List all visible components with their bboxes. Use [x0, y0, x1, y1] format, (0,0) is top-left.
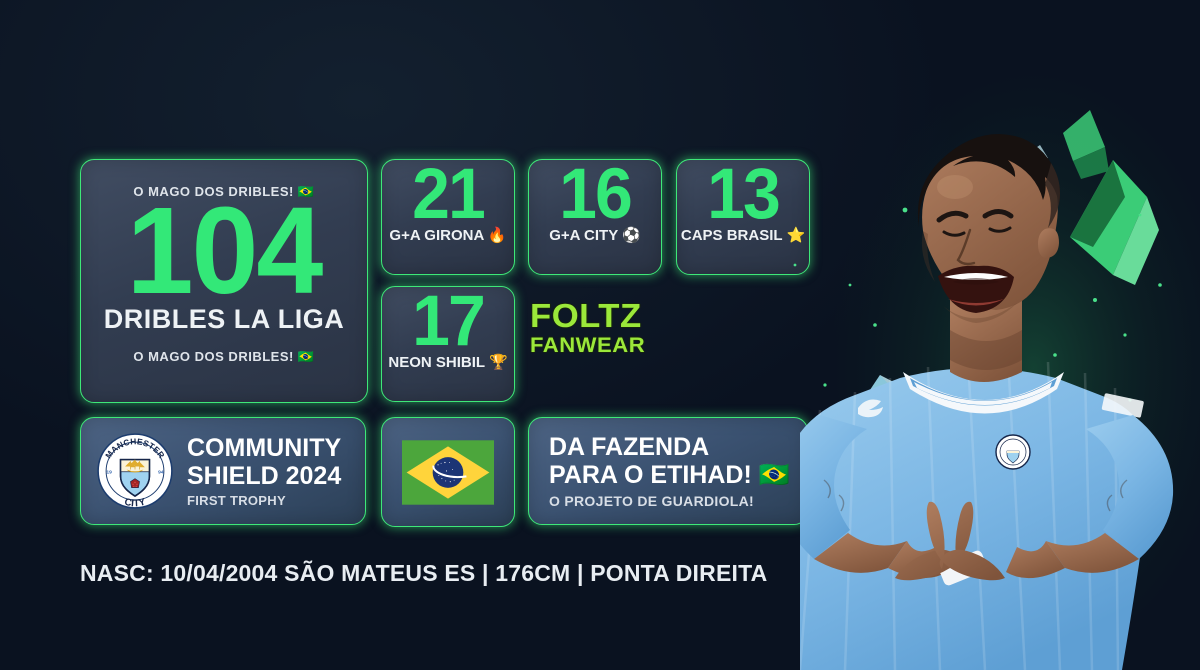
svg-text:CITY: CITY [123, 497, 147, 509]
svg-text:19: 19 [106, 469, 112, 475]
svg-text:94: 94 [158, 469, 164, 475]
